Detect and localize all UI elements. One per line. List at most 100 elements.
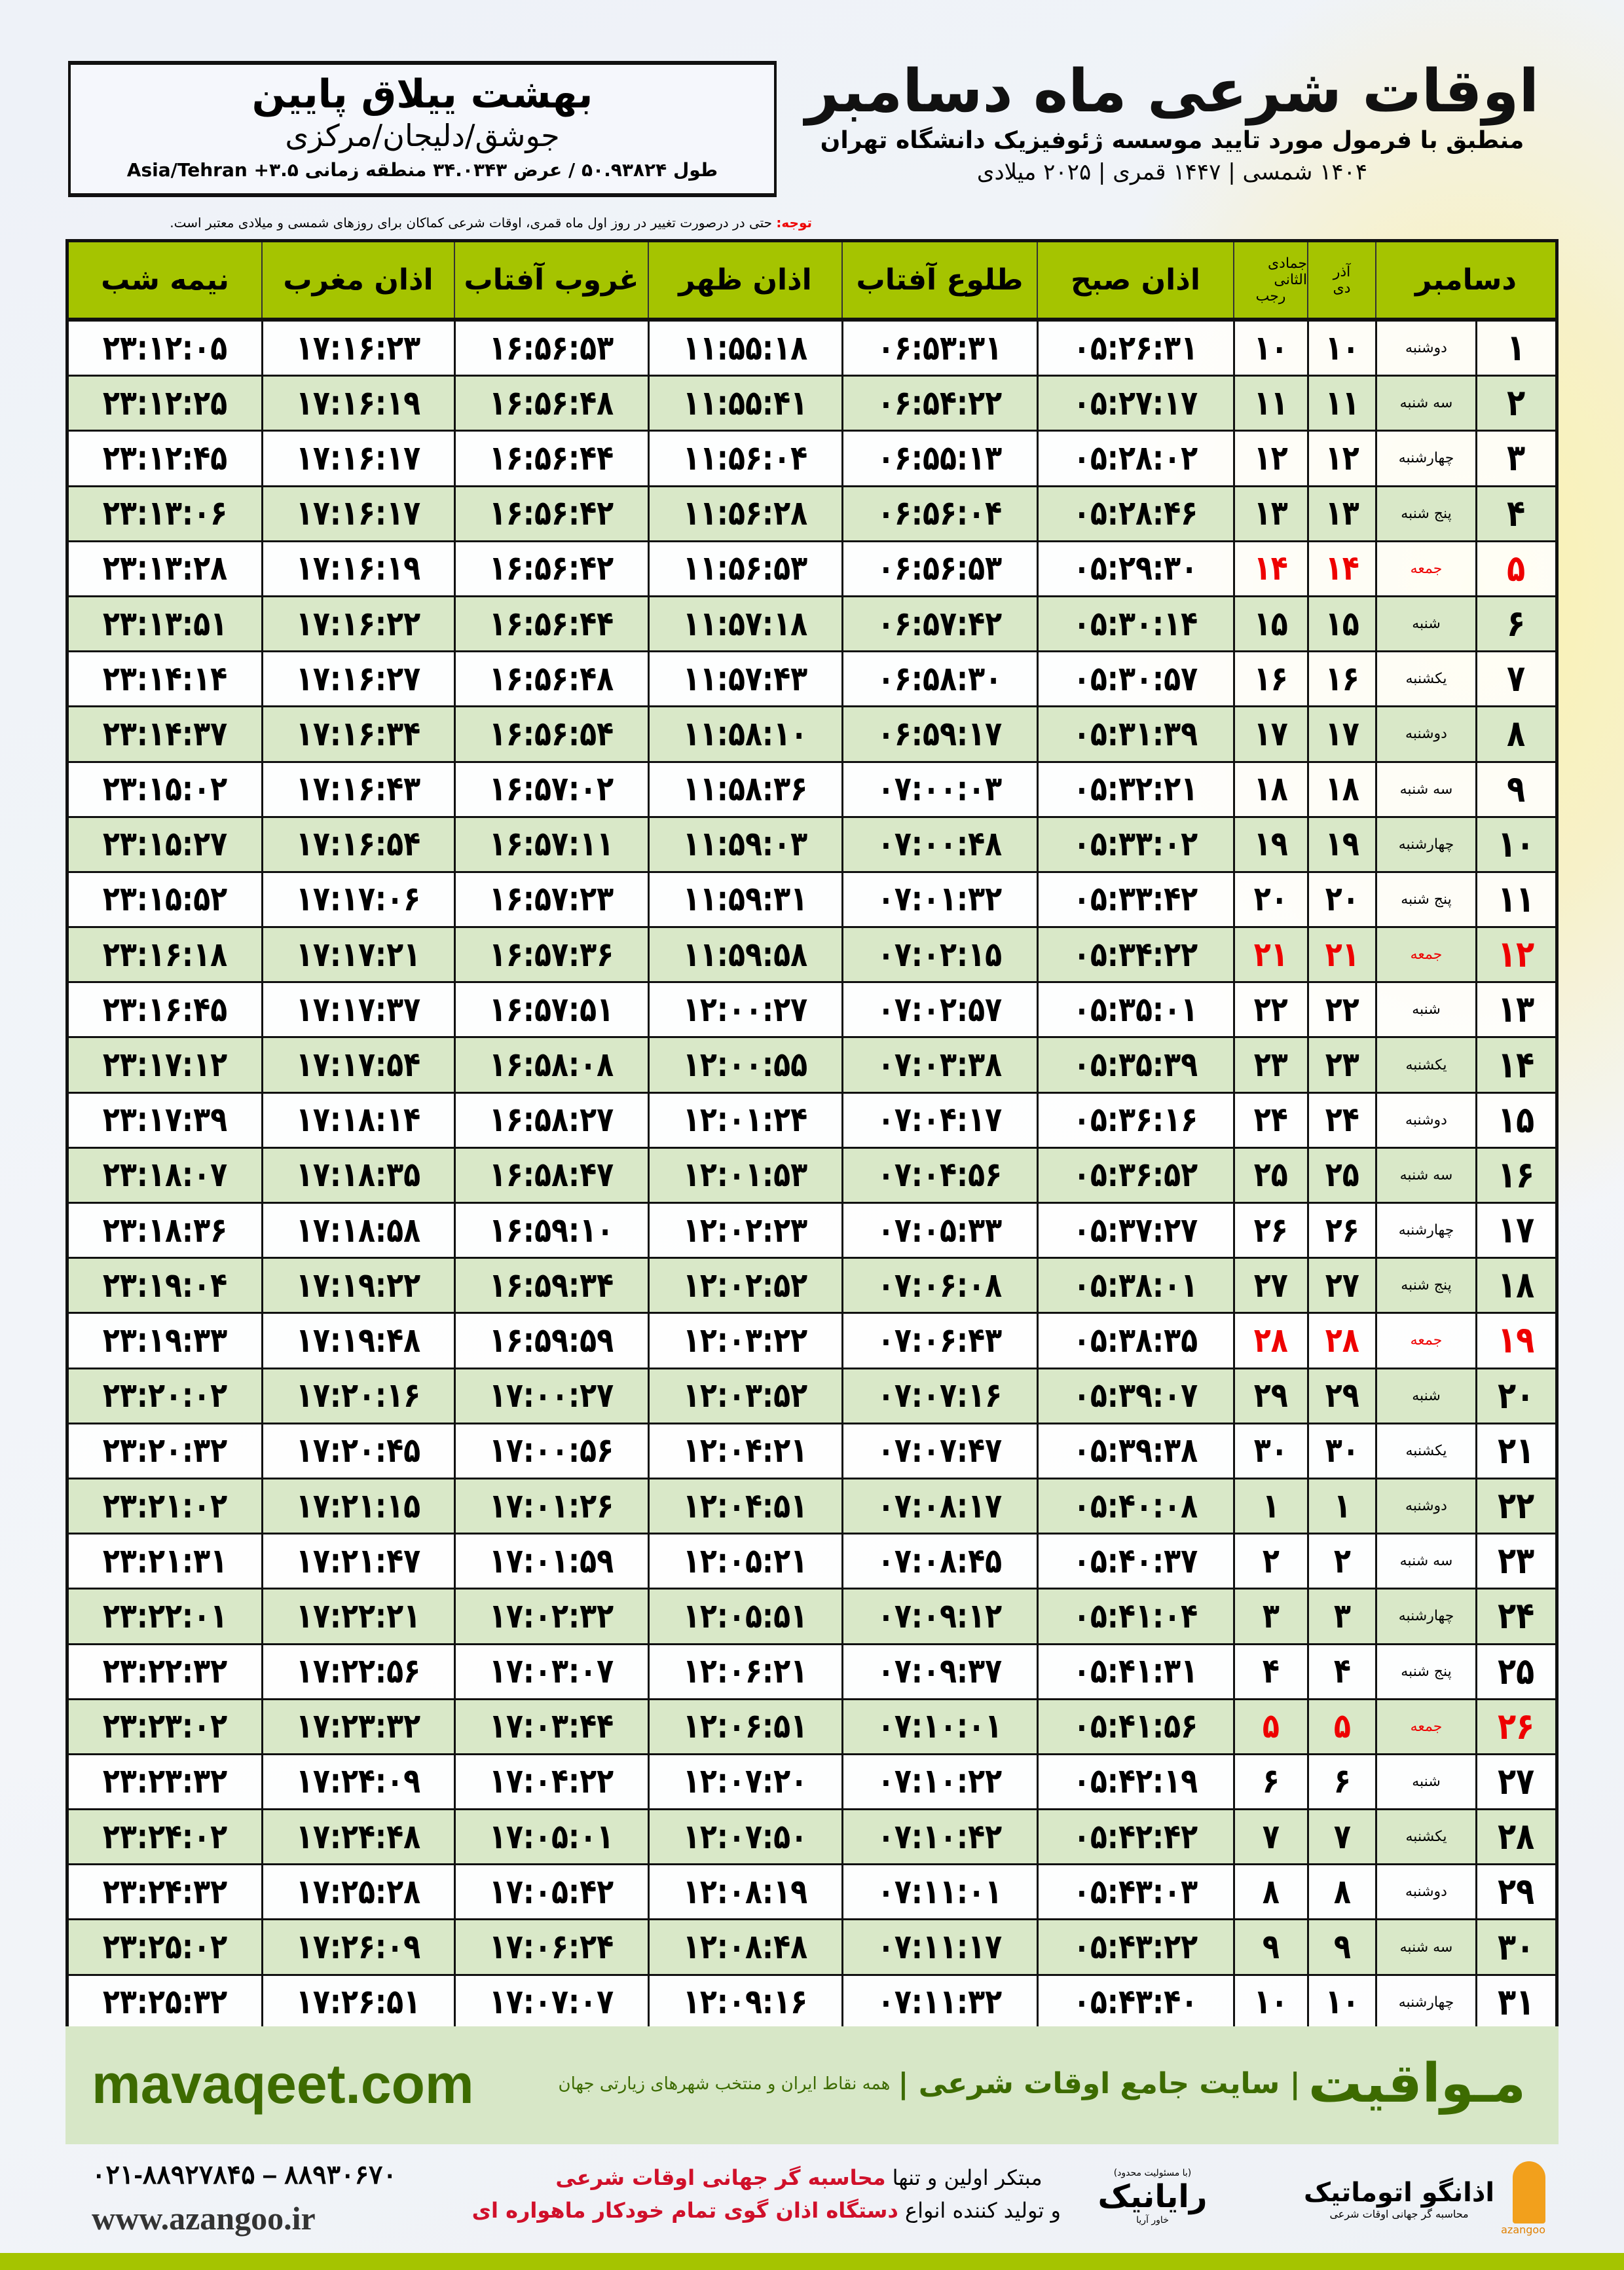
table-row: ۶ شنبه ۱۵ ۱۵ ۰۵:۳۰:۱۴ ۰۶:۵۷:۴۲ ۱۱:۵۷:۱۸ ۱۶:۵۶:۴… bbox=[69, 597, 1555, 653]
day-number-cell: ۲۰ bbox=[1475, 1369, 1555, 1423]
day-number-cell: ۸ bbox=[1475, 707, 1555, 761]
dhuhr-time-cell: ۱۱:۵۷:۴۳ bbox=[648, 652, 841, 706]
maghrib-time-cell: ۱۷:۱۸:۳۵ bbox=[261, 1148, 454, 1202]
fajr-time: ۰۵:۳۳:۰۲ bbox=[1073, 825, 1198, 865]
fajr-time: ۰۵:۲۷:۱۷ bbox=[1073, 383, 1198, 423]
dhuhr-time-cell: ۱۱:۵۹:۰۳ bbox=[648, 817, 841, 871]
ad-line1-b: محاسبه گر جهانی اوقات شرعی bbox=[555, 2165, 886, 2190]
maghrib-time: ۱۷:۲۲:۵۶ bbox=[296, 1652, 421, 1692]
dhuhr-time: ۱۲:۰۶:۵۱ bbox=[683, 1707, 808, 1747]
midnight-time-cell: ۲۳:۱۳:۲۸ bbox=[69, 542, 261, 595]
weekday-cell: شنبه bbox=[1375, 597, 1475, 651]
dhuhr-time: ۱۲:۰۳:۵۲ bbox=[683, 1376, 808, 1416]
weekday-cell: چهارشنبه bbox=[1375, 1590, 1475, 1643]
sunrise-time-cell: ۰۷:۱۰:۰۱ bbox=[841, 1700, 1037, 1753]
shamsi-day-cell: ۹ bbox=[1307, 1920, 1375, 1974]
fajr-time-cell: ۰۵:۳۶:۵۲ bbox=[1037, 1148, 1233, 1202]
weekday: یکشنبه bbox=[1405, 1829, 1447, 1846]
sunrise-time: ۰۷:۱۰:۲۲ bbox=[877, 1762, 1003, 1802]
dhuhr-time: ۱۱:۵۶:۲۸ bbox=[683, 494, 808, 534]
midnight-time: ۲۳:۲۵:۰۲ bbox=[102, 1927, 228, 1967]
midnight-time-cell: ۲۳:۲۴:۰۲ bbox=[69, 1810, 261, 1863]
day-number: ۴ bbox=[1507, 492, 1526, 535]
shamsi-day: ۱۷ bbox=[1325, 714, 1359, 754]
fajr-time: ۰۵:۴۳:۲۲ bbox=[1073, 1927, 1198, 1967]
sunrise-time-cell: ۰۷:۰۰:۴۸ bbox=[841, 817, 1037, 871]
azangoo-name: اذانگو اتوماتیک bbox=[1303, 2177, 1495, 2208]
fajr-time-cell: ۰۵:۴۳:۰۳ bbox=[1037, 1865, 1233, 1919]
maghrib-time-cell: ۱۷:۱۶:۴۳ bbox=[261, 762, 454, 816]
maghrib-time-cell: ۱۷:۲۱:۱۵ bbox=[261, 1479, 454, 1533]
dhuhr-time: ۱۲:۰۲:۵۲ bbox=[683, 1265, 808, 1305]
hijri-day: ۲۷ bbox=[1253, 1265, 1289, 1305]
hijri-day: ۲۳ bbox=[1253, 1045, 1289, 1085]
hijri-day-cell: ۷ bbox=[1233, 1810, 1307, 1864]
midnight-time-cell: ۲۳:۱۹:۰۴ bbox=[69, 1259, 261, 1312]
sunset-time-cell: ۱۶:۵۹:۳۴ bbox=[454, 1259, 648, 1312]
hijri-day-cell: ۱۸ bbox=[1233, 762, 1307, 816]
day-number-cell: ۱۴ bbox=[1475, 1038, 1555, 1092]
dhuhr-time-cell: ۱۲:۰۷:۵۰ bbox=[648, 1810, 841, 1864]
hijri-day-cell: ۲۲ bbox=[1233, 983, 1307, 1037]
fajr-time-cell: ۰۵:۳۳:۴۲ bbox=[1037, 872, 1233, 927]
sunrise-time: ۰۷:۰۰:۴۸ bbox=[877, 825, 1003, 865]
fajr-time-cell: ۰۵:۲۹:۳۰ bbox=[1037, 542, 1233, 595]
dhuhr-time: ۱۱:۵۵:۱۸ bbox=[683, 328, 808, 368]
table-row: ۱۹ جمعه ۲۸ ۲۸ ۰۵:۳۸:۳۵ ۰۷:۰۶:۴۳ ۱۲:۰۳:۲۲ ۱۶:۵۹:… bbox=[69, 1314, 1555, 1369]
shamsi-day: ۲۳ bbox=[1325, 1045, 1359, 1085]
shamsi-day: ۱۲ bbox=[1325, 438, 1359, 478]
mavaqeet-url[interactable]: mavaqeet.com bbox=[92, 2053, 474, 2115]
sunset-time: ۱۶:۵۶:۵۴ bbox=[489, 714, 614, 754]
midnight-time-cell: ۲۳:۱۲:۰۵ bbox=[69, 322, 261, 375]
sunrise-time: ۰۷:۰۱:۳۲ bbox=[877, 880, 1003, 920]
location-region: جوشق/دلیجان/مرکزی bbox=[285, 118, 560, 153]
sunset-time: ۱۶:۵۶:۴۴ bbox=[489, 438, 614, 478]
fajr-time: ۰۵:۳۹:۳۸ bbox=[1073, 1431, 1198, 1471]
sunrise-time-cell: ۰۷:۰۶:۰۸ bbox=[841, 1259, 1037, 1312]
midnight-time: ۲۳:۱۳:۲۸ bbox=[102, 549, 228, 589]
midnight-time: ۲۳:۲۵:۳۲ bbox=[102, 1982, 228, 2022]
sunrise-time-cell: ۰۶:۵۹:۱۷ bbox=[841, 707, 1037, 761]
hijri-day: ۱۶ bbox=[1253, 659, 1289, 699]
sunset-time: ۱۷:۰۱:۲۶ bbox=[489, 1486, 614, 1526]
sunset-time-cell: ۱۷:۰۵:۰۱ bbox=[454, 1810, 648, 1864]
weekday: چهارشنبه bbox=[1398, 1222, 1454, 1239]
table-row: ۱۵ دوشنبه ۲۴ ۲۴ ۰۵:۳۶:۱۶ ۰۷:۰۴:۱۷ ۱۲:۰۱:۲۴ ۱۶:۵… bbox=[69, 1093, 1555, 1149]
maghrib-time: ۱۷:۲۶:۰۹ bbox=[296, 1927, 421, 1967]
hijri-day: ۱۵ bbox=[1253, 604, 1289, 644]
hijri-day-cell: ۱۳ bbox=[1233, 487, 1307, 540]
dhuhr-time-cell: ۱۲:۰۸:۴۸ bbox=[648, 1920, 841, 1974]
table-row: ۱۸ پنج شنبه ۲۷ ۲۷ ۰۵:۳۸:۰۱ ۰۷:۰۶:۰۸ ۱۲:۰۲:۵۲ ۱۶… bbox=[69, 1259, 1555, 1314]
midnight-time-cell: ۲۳:۱۵:۲۷ bbox=[69, 818, 261, 871]
midnight-time: ۲۳:۱۵:۵۲ bbox=[102, 880, 228, 920]
dhuhr-time: ۱۱:۵۸:۳۶ bbox=[683, 770, 808, 809]
fajr-time: ۰۵:۴۲:۴۲ bbox=[1073, 1817, 1198, 1857]
maghrib-time: ۱۷:۱۶:۱۷ bbox=[296, 438, 421, 478]
weekday: دوشنبه bbox=[1405, 1498, 1447, 1515]
sunset-time: ۱۶:۵۸:۰۸ bbox=[489, 1045, 614, 1085]
azangoo-website[interactable]: www.azangoo.ir bbox=[92, 2200, 316, 2237]
sunrise-time-cell: ۰۷:۱۱:۳۲ bbox=[841, 1975, 1037, 2029]
weekday: یکشنبه bbox=[1405, 1442, 1447, 1459]
sunrise-time: ۰۷:۰۲:۵۷ bbox=[877, 990, 1003, 1030]
table-row: ۳ چهارشنبه ۱۲ ۱۲ ۰۵:۲۸:۰۲ ۰۶:۵۵:۱۳ ۱۱:۵۶:۰۴ ۱۶:… bbox=[69, 432, 1555, 487]
weekday-cell: چهارشنبه bbox=[1375, 817, 1475, 871]
shamsi-day-cell: ۳ bbox=[1307, 1590, 1375, 1643]
sunrise-time: ۰۶:۵۸:۳۰ bbox=[877, 659, 1003, 699]
weekday: چهارشنبه bbox=[1398, 1994, 1454, 2011]
dhuhr-time: ۱۲:۰۷:۵۰ bbox=[683, 1817, 808, 1857]
shamsi-day: ۱۵ bbox=[1325, 604, 1359, 644]
dhuhr-time: ۱۲:۰۹:۱۶ bbox=[683, 1982, 808, 2022]
midnight-time: ۲۳:۱۴:۱۴ bbox=[102, 659, 228, 699]
shamsi-day: ۹ bbox=[1333, 1927, 1351, 1967]
sunset-time: ۱۶:۵۶:۴۸ bbox=[489, 659, 614, 699]
maghrib-time-cell: ۱۷:۱۷:۳۷ bbox=[261, 983, 454, 1037]
fajr-time-cell: ۰۵:۳۲:۲۱ bbox=[1037, 762, 1233, 816]
weekday-cell: شنبه bbox=[1375, 1755, 1475, 1809]
maghrib-time: ۱۷:۱۷:۲۱ bbox=[296, 935, 421, 975]
weekday-cell: یکشنبه bbox=[1375, 1424, 1475, 1478]
hijri-day-cell: ۲۰ bbox=[1233, 872, 1307, 927]
midnight-time-cell: ۲۳:۱۷:۳۹ bbox=[69, 1094, 261, 1147]
hijri-day: ۱۲ bbox=[1253, 438, 1289, 478]
weekday-cell: چهارشنبه bbox=[1375, 432, 1475, 485]
